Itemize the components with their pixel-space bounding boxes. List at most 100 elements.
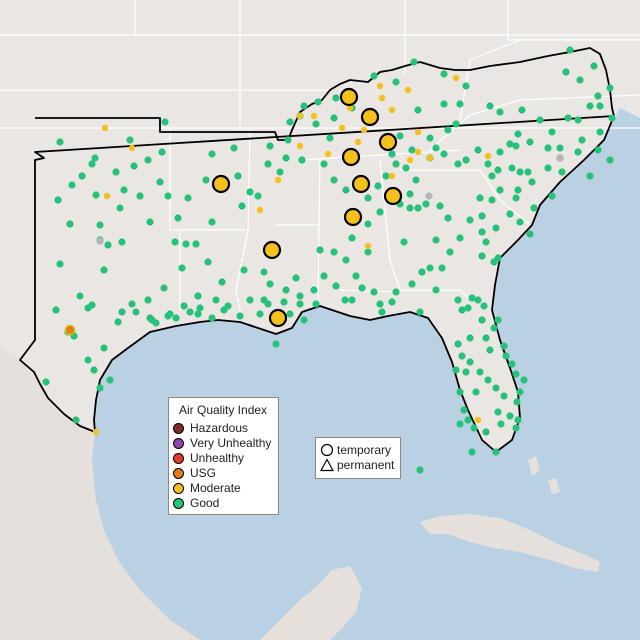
good-monitor-marker [458, 352, 466, 360]
good-monitor-marker [490, 258, 498, 266]
good-monitor-marker [526, 138, 534, 146]
good-monitor-marker [562, 68, 570, 76]
good-monitor-marker [376, 208, 384, 216]
good-monitor-marker [454, 340, 462, 348]
good-monitor-marker [480, 302, 488, 310]
good-monitor-marker [478, 212, 486, 220]
good-monitor-marker [426, 134, 434, 142]
good-monitor-marker [282, 154, 290, 162]
good-monitor-marker [342, 186, 350, 194]
moderate-monitor-marker [128, 144, 136, 152]
good-monitor-marker [66, 220, 74, 228]
good-monitor-marker [528, 178, 536, 186]
good-monitor-marker [374, 182, 382, 190]
inactive-monitor-marker [425, 192, 433, 200]
moderate-monitor-marker [346, 104, 354, 112]
good-monitor-marker [444, 126, 452, 134]
legend-label-good: Good [190, 496, 220, 510]
yucatan-land [260, 566, 362, 640]
good-monitor-marker [186, 308, 194, 316]
good-monitor-marker [152, 319, 160, 327]
good-monitor-marker [456, 388, 464, 396]
good-monitor-marker [586, 172, 594, 180]
moderate-monitor-marker [474, 416, 482, 424]
good-monitor-marker [260, 268, 268, 276]
good-monitor-marker [494, 166, 502, 174]
good-monitor-marker [330, 176, 338, 184]
good-monitor-marker [438, 264, 446, 272]
good-monitor-marker [182, 240, 190, 248]
good-monitor-marker [178, 264, 186, 272]
bahamas-land [528, 456, 560, 494]
good-monitor-marker [536, 116, 544, 124]
good-monitor-marker [158, 148, 166, 156]
good-monitor-marker [506, 210, 514, 218]
usg-swatch [173, 467, 184, 479]
good-monitor-marker [544, 164, 552, 172]
good-monitor-marker [42, 378, 50, 386]
good-monitor-marker [156, 178, 164, 186]
good-monitor-marker [492, 224, 500, 232]
good-monitor-marker [171, 238, 179, 246]
large-moderate-monitor-marker [343, 207, 363, 227]
good-monitor-marker [488, 172, 496, 180]
large-moderate-monitor-marker [339, 87, 359, 107]
good-monitor-marker [296, 292, 304, 300]
good-monitor-marker [236, 312, 244, 320]
good-monitor-marker [136, 192, 144, 200]
good-monitor-marker [382, 172, 390, 180]
good-monitor-marker [454, 160, 462, 168]
good-monitor-marker [436, 202, 444, 210]
good-monitor-marker [462, 82, 470, 90]
good-monitor-marker [466, 216, 474, 224]
good-monitor-marker [474, 296, 482, 304]
good-monitor-marker [594, 146, 602, 154]
good-swatch [173, 497, 184, 509]
good-monitor-marker [370, 72, 378, 80]
moderate-monitor-marker [364, 242, 372, 250]
legend-item-usg: USG [173, 466, 216, 480]
good-monitor-marker [392, 288, 400, 296]
good-monitor-marker [342, 256, 350, 264]
good-monitor-marker [320, 160, 328, 168]
good-monitor-marker [482, 238, 490, 246]
good-monitor-marker [478, 252, 486, 260]
legend-item-unhealthy: Unhealthy [173, 451, 244, 465]
moderate-monitor-marker [324, 150, 332, 158]
good-monitor-marker [52, 306, 60, 314]
good-monitor-marker [492, 448, 500, 456]
good-monitor-marker [296, 300, 304, 308]
good-monitor-marker [500, 392, 508, 400]
good-monitor-marker [496, 108, 504, 116]
good-monitor-marker [520, 376, 528, 384]
good-monitor-marker [280, 298, 288, 306]
good-monitor-marker [264, 160, 272, 168]
good-monitor-marker [364, 248, 372, 256]
legend-label-unhealthy: Unhealthy [190, 451, 245, 465]
moderate-monitor-marker [484, 152, 492, 160]
good-monitor-marker [256, 310, 264, 318]
good-monitor-marker [512, 142, 520, 150]
good-monitor-marker [556, 144, 564, 152]
unhealthy-swatch [173, 452, 184, 464]
good-monitor-marker [558, 168, 566, 176]
good-monitor-marker [116, 204, 124, 212]
good-monitor-marker [106, 376, 114, 384]
good-monitor-marker [506, 412, 514, 420]
good-monitor-marker [452, 120, 460, 128]
good-monitor-marker [444, 214, 452, 222]
good-monitor-marker [408, 280, 416, 288]
good-monitor-marker [512, 424, 520, 432]
good-monitor-marker [578, 136, 586, 144]
circle-icon [320, 443, 334, 457]
good-monitor-marker [502, 352, 510, 360]
good-monitor-marker [474, 146, 482, 154]
good-monitor-marker [194, 292, 202, 300]
good-monitor-marker [464, 304, 472, 312]
good-monitor-marker [478, 228, 486, 236]
good-monitor-marker [114, 318, 122, 326]
good-monitor-marker [76, 292, 84, 300]
good-monitor-marker [402, 164, 410, 172]
good-monitor-marker [370, 288, 378, 296]
good-monitor-marker [272, 340, 280, 348]
